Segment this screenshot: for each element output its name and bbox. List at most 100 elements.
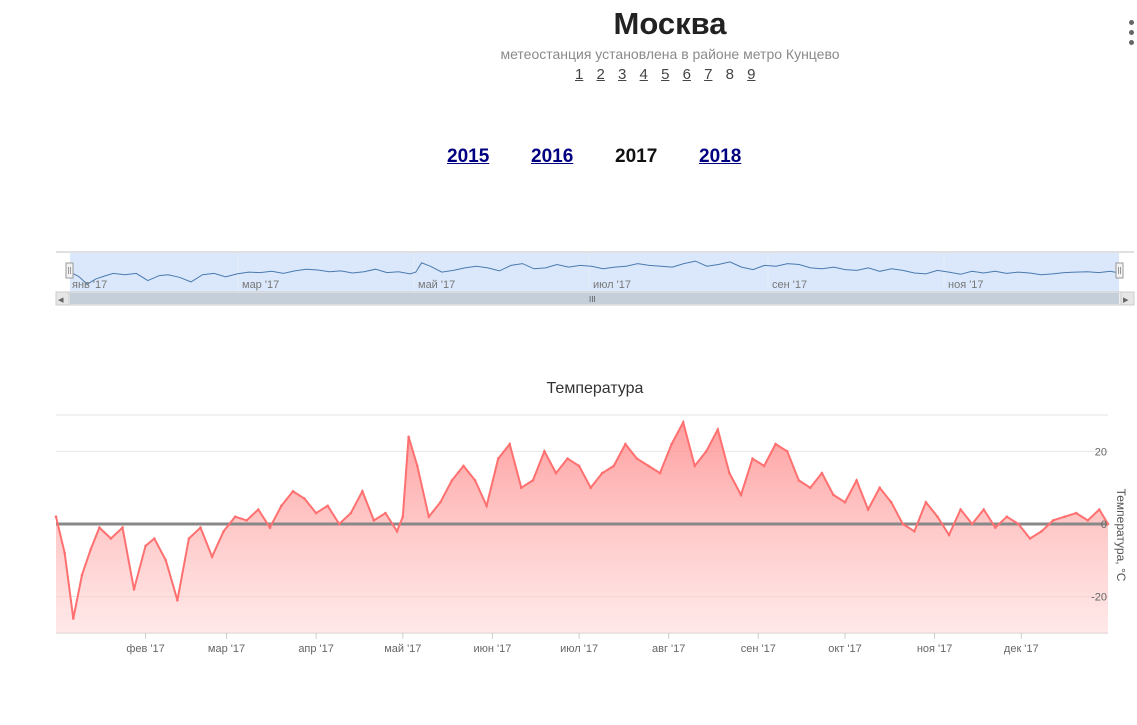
data-point bbox=[589, 486, 592, 489]
x-axis-ticks: фев '17 мар '17 апр '17 май '17 июн '17 июл '… bbox=[126, 633, 1039, 655]
year-current-2017: 2017 bbox=[615, 146, 658, 167]
data-point bbox=[416, 464, 419, 468]
data-point bbox=[485, 504, 488, 508]
data-point bbox=[624, 442, 627, 446]
data-point bbox=[658, 471, 662, 475]
data-point bbox=[427, 515, 431, 518]
year-link-2018[interactable]: 2018 bbox=[699, 146, 742, 167]
data-point bbox=[531, 479, 535, 482]
y-axis-title: Температура, °C bbox=[1114, 489, 1128, 582]
data-point bbox=[473, 479, 477, 482]
data-point bbox=[372, 519, 376, 522]
page-link-3[interactable]: 3 bbox=[618, 66, 627, 83]
data-point bbox=[901, 522, 905, 526]
page-link-6[interactable]: 6 bbox=[682, 66, 691, 83]
scroll-left-arrow-icon[interactable]: ◂ bbox=[55, 291, 70, 306]
data-point bbox=[809, 486, 812, 489]
x-tick-label: апр '17 bbox=[298, 643, 334, 655]
data-point bbox=[566, 457, 569, 460]
data-point bbox=[924, 500, 928, 504]
data-point bbox=[280, 504, 283, 508]
data-point bbox=[176, 599, 179, 602]
data-point bbox=[153, 537, 156, 540]
page-link-4[interactable]: 4 bbox=[639, 66, 648, 83]
temperature-points bbox=[54, 421, 1110, 620]
data-point bbox=[109, 537, 113, 540]
data-point bbox=[785, 450, 789, 453]
chart-navigator[interactable]: янв '17 мар '17 май '17 июл '17 сен '17 … bbox=[0, 0, 1137, 320]
data-point bbox=[233, 515, 237, 518]
chart-title: Температура bbox=[547, 380, 644, 397]
data-point bbox=[936, 515, 939, 518]
data-point bbox=[1005, 515, 1009, 518]
navigator-label: янв '17 bbox=[72, 279, 107, 291]
data-point bbox=[63, 551, 66, 555]
data-point bbox=[401, 515, 405, 518]
data-point bbox=[612, 464, 616, 468]
data-point bbox=[751, 457, 754, 460]
x-tick-label: мар '17 bbox=[208, 643, 245, 655]
data-point bbox=[1017, 522, 1020, 526]
data-point bbox=[1074, 511, 1078, 515]
page-pagination: 1 2 3 4 5 6 7 8 9 bbox=[575, 66, 764, 83]
page-link-9[interactable]: 9 bbox=[747, 66, 756, 83]
navigator-label: сен '17 bbox=[772, 279, 807, 291]
data-point bbox=[832, 493, 835, 497]
data-point bbox=[508, 442, 512, 446]
data-point bbox=[994, 526, 997, 529]
x-tick-label: июн '17 bbox=[473, 643, 511, 655]
scrollbar-grip-icon: III bbox=[589, 295, 596, 304]
data-point bbox=[797, 479, 801, 482]
data-point bbox=[913, 530, 916, 533]
y-tick-label: -20 bbox=[1091, 592, 1107, 604]
page-link-1[interactable]: 1 bbox=[575, 66, 584, 83]
navigator-handle-left[interactable] bbox=[65, 262, 74, 279]
data-point bbox=[855, 479, 858, 482]
data-point bbox=[222, 530, 225, 533]
navigator-handle-right[interactable] bbox=[1115, 262, 1124, 279]
data-point bbox=[728, 471, 731, 475]
year-link-2015[interactable]: 2015 bbox=[447, 146, 490, 167]
data-point bbox=[600, 471, 604, 475]
data-point bbox=[439, 500, 442, 504]
navigator-scrollbar-thumb[interactable] bbox=[70, 293, 1119, 304]
x-tick-label: фев '17 bbox=[126, 643, 164, 655]
data-point bbox=[1040, 530, 1043, 533]
data-point bbox=[577, 464, 581, 468]
x-tick-label: сен '17 bbox=[741, 643, 776, 655]
data-point bbox=[635, 457, 639, 460]
data-point bbox=[970, 522, 974, 526]
navigator-label: май '17 bbox=[418, 279, 455, 291]
data-point bbox=[303, 497, 306, 500]
year-link-2016[interactable]: 2016 bbox=[531, 146, 574, 167]
data-point bbox=[384, 511, 387, 515]
data-point bbox=[80, 573, 84, 577]
page-link-7[interactable]: 7 bbox=[704, 66, 713, 83]
data-point bbox=[462, 464, 465, 468]
data-point bbox=[187, 537, 191, 540]
data-point bbox=[982, 508, 985, 511]
scroll-right-glyph: ▸ bbox=[1123, 294, 1129, 306]
x-tick-label: июл '17 bbox=[560, 643, 598, 655]
page-link-2[interactable]: 2 bbox=[596, 66, 605, 83]
data-point bbox=[820, 471, 824, 475]
data-point bbox=[1086, 519, 1090, 522]
temperature-area bbox=[56, 422, 1108, 633]
data-point bbox=[395, 530, 399, 533]
page-title: Москва bbox=[613, 6, 727, 41]
page-link-5[interactable]: 5 bbox=[661, 66, 670, 83]
chart-menu-icon[interactable] bbox=[1129, 20, 1137, 50]
data-point bbox=[291, 490, 295, 493]
data-point bbox=[1028, 537, 1032, 540]
data-point bbox=[866, 508, 870, 511]
navigator-series-line bbox=[69, 260, 1120, 285]
data-point bbox=[889, 500, 893, 504]
scroll-left-glyph: ◂ bbox=[58, 294, 64, 306]
data-point bbox=[947, 533, 951, 537]
data-point bbox=[98, 526, 101, 529]
data-point bbox=[1063, 515, 1066, 518]
data-point bbox=[257, 508, 260, 511]
y-tick-label: 0 bbox=[1101, 519, 1107, 531]
scroll-right-arrow-icon[interactable]: ▸ bbox=[1120, 291, 1135, 306]
y-axis-ticks: 20 0 -20 bbox=[1091, 446, 1107, 603]
